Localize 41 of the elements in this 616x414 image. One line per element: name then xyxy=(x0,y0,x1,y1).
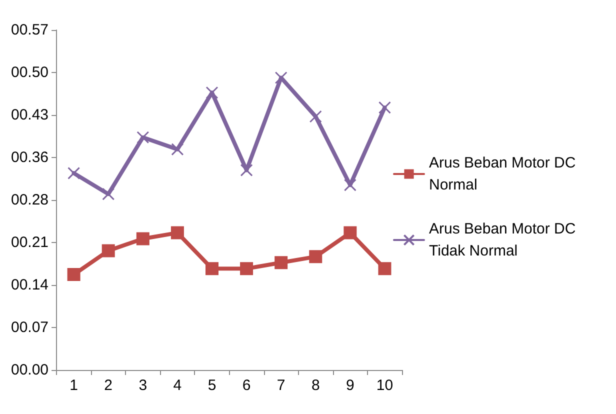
x-tick-label: 6 xyxy=(242,377,251,394)
y-tick-label: 00.07 xyxy=(10,319,49,336)
x-tick-label: 1 xyxy=(70,377,78,394)
point xyxy=(309,250,322,264)
point xyxy=(205,262,218,276)
point xyxy=(344,178,356,192)
point xyxy=(170,226,184,240)
point xyxy=(102,188,115,200)
point xyxy=(102,244,115,258)
point xyxy=(171,143,184,156)
y-tick-label: 00.21 xyxy=(10,234,49,251)
x-tick-label: 10 xyxy=(376,377,394,394)
point xyxy=(206,86,218,99)
y-tick-label: 00.36 xyxy=(10,149,49,166)
point xyxy=(240,262,254,276)
point xyxy=(344,226,357,240)
y-tick-label: 00.57 xyxy=(10,22,49,38)
x-tick-label: 2 xyxy=(104,377,113,394)
point xyxy=(274,256,288,270)
point xyxy=(240,164,253,176)
y-tick-label: 00.00 xyxy=(10,362,49,378)
point xyxy=(67,268,80,282)
point xyxy=(378,262,392,276)
y-tick-label: 00.43 xyxy=(10,106,49,124)
x-tick-label: 4 xyxy=(173,377,182,394)
x-tick-label: 9 xyxy=(346,377,354,394)
y-tick-label: 00.14 xyxy=(10,276,49,294)
point xyxy=(274,71,288,84)
x-tick-label: 7 xyxy=(276,377,286,394)
point xyxy=(68,166,80,180)
x-tick-label: 3 xyxy=(138,377,148,394)
y-tick-label: 00.28 xyxy=(10,192,49,208)
legend-label: Arus Beban Motor DC Normal xyxy=(429,154,580,194)
point xyxy=(136,131,150,144)
y-tick-label: 00.50 xyxy=(10,64,49,81)
point xyxy=(136,232,150,246)
x-tick-label: 8 xyxy=(311,377,320,394)
legend-label: Arus Beban Motor DC Tidak Normal xyxy=(429,220,580,260)
point xyxy=(309,110,322,123)
point xyxy=(378,101,391,114)
x-tick-label: 5 xyxy=(208,377,216,394)
